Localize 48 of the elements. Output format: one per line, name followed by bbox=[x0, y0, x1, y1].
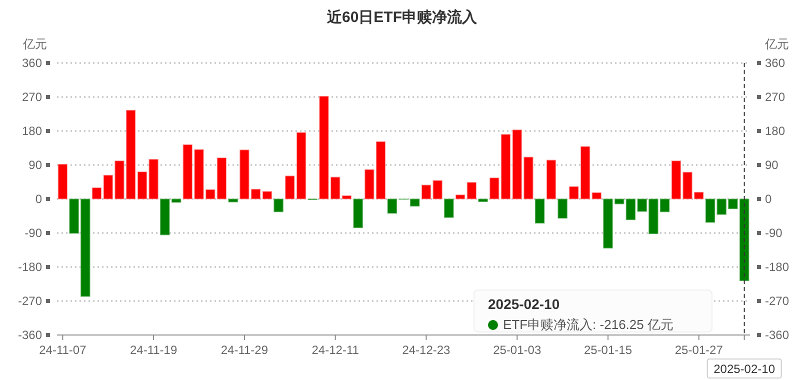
bar bbox=[92, 187, 102, 200]
bar bbox=[592, 192, 602, 200]
y2-tick-label: -360 bbox=[765, 328, 790, 342]
bar bbox=[216, 158, 227, 200]
y-tick-label: -180 bbox=[18, 260, 42, 274]
y2-tick-label: 270 bbox=[765, 90, 786, 104]
y2-tick-label: 90 bbox=[765, 158, 779, 172]
tooltip: 2025-02-10 ETF申赎净流入: -216.25 亿元 bbox=[474, 290, 712, 332]
bar bbox=[58, 164, 68, 200]
y-tick-label: 180 bbox=[22, 124, 42, 138]
bar bbox=[546, 160, 556, 200]
bar bbox=[534, 198, 545, 224]
bar bbox=[478, 198, 488, 202]
x-tick-label: 24-11-29 bbox=[220, 343, 268, 357]
x-tick-label: 24-12-23 bbox=[402, 343, 451, 357]
y-tick-label: 0 bbox=[35, 192, 42, 206]
bar bbox=[444, 198, 454, 218]
y-axis-title: 亿元 bbox=[22, 37, 47, 51]
y2-axis-title: 亿元 bbox=[764, 37, 789, 51]
y2-tick-label: 0 bbox=[765, 192, 772, 206]
bar bbox=[274, 198, 284, 212]
bar bbox=[262, 191, 272, 200]
y-tick-label: 360 bbox=[22, 56, 42, 70]
y2-tick-label: -270 bbox=[765, 294, 790, 308]
x-tick-label: 25-01-15 bbox=[584, 343, 632, 357]
bar bbox=[228, 198, 238, 202]
x-tick-label: 24-11-07 bbox=[39, 343, 87, 357]
y2-tick-label: -180 bbox=[765, 260, 790, 274]
y-tick-label: -360 bbox=[18, 328, 42, 342]
bar bbox=[558, 198, 568, 219]
y2-tick-label: 360 bbox=[765, 56, 786, 70]
bar bbox=[342, 195, 352, 200]
bar bbox=[466, 182, 477, 200]
y-tick-label: 270 bbox=[22, 90, 42, 104]
annotation: 2025-02-10 bbox=[488, 296, 560, 312]
x-tick-label: 25-01-27 bbox=[674, 343, 724, 357]
y2-tick-label: -90 bbox=[765, 226, 783, 240]
x-tick-label: 25-01-03 bbox=[493, 343, 542, 357]
y-tick-label: 90 bbox=[28, 158, 42, 172]
x-tick-label: 24-11-19 bbox=[130, 343, 178, 357]
bar bbox=[455, 194, 466, 200]
chart-title: 近60日ETF申赎净流入 bbox=[326, 8, 478, 26]
y-tick-label: -90 bbox=[24, 226, 42, 240]
x-tick-label: 24-12-11 bbox=[312, 343, 360, 357]
y2-tick-label: 180 bbox=[765, 124, 786, 138]
bar bbox=[353, 198, 363, 228]
annotation: ETF申赎净流入: -216.25 亿元 bbox=[503, 317, 674, 332]
y-tick-label: -270 bbox=[18, 294, 42, 308]
